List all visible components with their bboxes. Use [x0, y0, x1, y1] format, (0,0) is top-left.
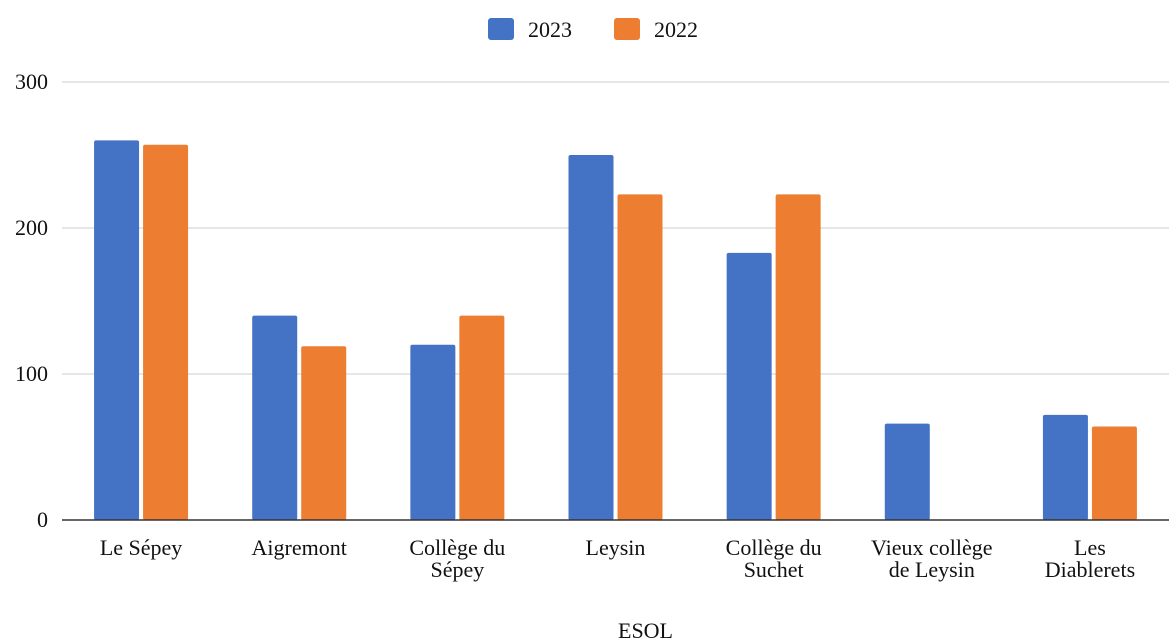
bars [94, 140, 1137, 521]
legend: 2023 2022 [488, 17, 698, 42]
x-tick-label-line: Collège du [409, 535, 505, 560]
bar-2023-4 [726, 252, 772, 520]
legend-swatch-2023 [488, 18, 514, 40]
y-tick-label: 100 [15, 361, 48, 386]
x-tick-label: Le Sépey [100, 535, 182, 560]
bar-2023-1 [252, 315, 298, 520]
x-tick-label-line: Collège du [726, 535, 822, 560]
x-tick-label: Aigremont [252, 535, 347, 560]
bar-2022-4 [775, 194, 821, 521]
x-tick-label-line: Suchet [744, 557, 804, 582]
x-axis-title: ESOL [618, 618, 673, 641]
x-tick-label-line: Le Sépey [100, 535, 182, 560]
x-tick-label: Vieux collège de Leysin [871, 535, 992, 582]
x-tick-label-line: Sépey [430, 557, 484, 582]
x-tick-label: Les Diablerets [1045, 535, 1135, 582]
bar-2023-5 [884, 423, 930, 520]
x-tick-label: Leysin [586, 535, 646, 560]
x-tick-label-line: Diablerets [1045, 557, 1135, 582]
legend-label-2023: 2023 [528, 17, 572, 42]
bar-2022-2 [459, 315, 505, 520]
y-axis-ticks: 0 100 200 300 [15, 69, 48, 532]
y-tick-label: 300 [15, 69, 48, 94]
x-tick-label: Collège du Sépey [409, 535, 505, 582]
bar-2022-3 [617, 194, 663, 521]
y-tick-label: 200 [15, 215, 48, 240]
x-tick-label-line: Vieux collège [871, 535, 992, 560]
legend-label-2022: 2022 [654, 17, 698, 42]
x-tick-label-line: Leysin [586, 535, 646, 560]
bar-2023-3 [568, 155, 614, 520]
x-tick-label-line: Aigremont [252, 535, 347, 560]
x-tick-label-line: Les [1074, 535, 1106, 560]
legend-swatch-2022 [614, 18, 640, 40]
y-tick-label: 0 [37, 507, 48, 532]
x-tick-label: Collège du Suchet [726, 535, 822, 582]
bar-2022-6 [1091, 426, 1137, 520]
bar-2023-6 [1042, 414, 1088, 520]
x-tick-label-line: de Leysin [889, 557, 975, 582]
bar-2022-0 [143, 144, 189, 520]
bar-2023-2 [410, 344, 456, 520]
bar-2022-1 [301, 346, 347, 520]
bar-2023-0 [94, 140, 140, 520]
gridlines [62, 81, 1169, 375]
